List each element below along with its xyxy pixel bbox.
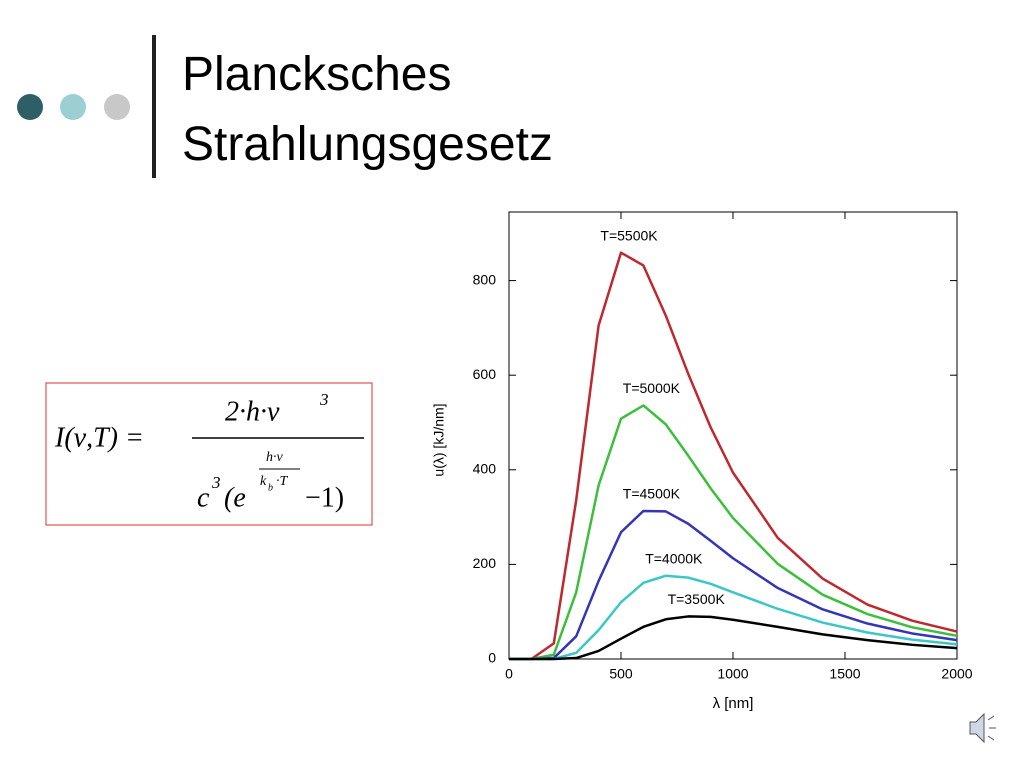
y-tick-label: 600 [473, 366, 497, 382]
x-tick-label: 1500 [829, 666, 860, 682]
series-label: T=4000K [645, 550, 703, 566]
speaker-icon [969, 712, 996, 744]
x-tick-label: 500 [609, 666, 633, 682]
bullet-dot [60, 94, 86, 120]
formula: I(ν,T) = 2·h·ν 3 c 3 (e h·ν k b ·T −1) [54, 390, 364, 513]
formula-box [45, 382, 373, 526]
series-label: T=4500K [623, 486, 681, 502]
formula-close: −1) [305, 482, 344, 513]
formula-c: c [197, 482, 210, 513]
formula-numerator: 2·h·ν [225, 396, 280, 427]
series-label: T=5500K [600, 227, 658, 243]
series-line [509, 404, 958, 661]
formula-sup: 3 [319, 390, 329, 409]
formula-exp-num: h·ν [266, 450, 284, 465]
x-tick-label: 0 [505, 666, 513, 682]
slide-title: Plancksches Strahlungsgesetz [182, 48, 553, 171]
formula-exp-den: k [260, 474, 267, 489]
formula-exp-sub: b [268, 482, 273, 493]
series-line [509, 574, 958, 661]
formula-exp-den: ·T [276, 474, 289, 489]
y-tick-label: 400 [473, 460, 497, 476]
y-tick-label: 0 [488, 650, 496, 666]
formula-lhs: I(ν,T) = [54, 422, 144, 453]
y-tick-label: 200 [473, 555, 497, 571]
series-label: T=5000K [623, 380, 681, 396]
bullet-dot [104, 94, 130, 120]
series-line [509, 251, 958, 661]
formula-sup: 3 [211, 473, 221, 492]
series-line [509, 615, 958, 661]
x-tick-label: 1000 [717, 666, 748, 682]
series-label: T=3500K [668, 591, 726, 607]
x-tick-label: 2000 [941, 666, 972, 682]
y-axis-label: u(λ) [kJ/nm] [431, 403, 447, 476]
bullet-dot [17, 94, 43, 120]
y-tick-label: 800 [473, 271, 497, 287]
sound-waves [987, 715, 996, 741]
speaker [969, 712, 985, 744]
formula-open: (e [224, 482, 246, 513]
series-line [509, 509, 958, 661]
x-axis-label: λ [nm] [713, 695, 754, 712]
